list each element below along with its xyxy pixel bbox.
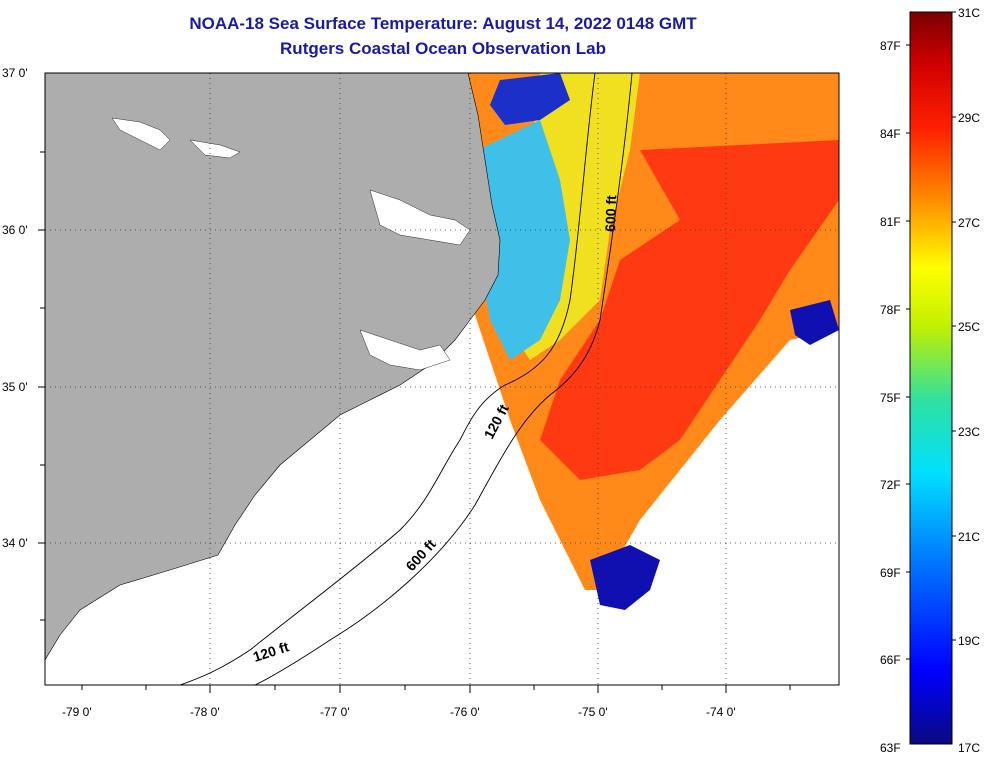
colorbar-c-27: 27C: [958, 216, 980, 230]
lat-label-34: 34 0': [2, 536, 28, 550]
colorbar-f-75: 75F: [880, 391, 901, 405]
colorbar-f-78: 78F: [880, 303, 901, 317]
colorbar-f-66: 66F: [880, 653, 901, 667]
lat-label-35: 35 0': [2, 380, 28, 394]
lon-label-77: -77 0': [320, 705, 350, 719]
graticule: [45, 73, 839, 685]
colorbar-f-84: 84F: [880, 127, 901, 141]
sst-cool-band: [478, 120, 570, 360]
colorbar-c-19: 19C: [958, 634, 980, 648]
inland-water: [111, 117, 471, 371]
lon-label-78: -78 0': [190, 705, 220, 719]
colorbar-c-29: 29C: [958, 111, 980, 125]
lat-label-37: 37 0': [2, 66, 28, 80]
colorbar-c-17: 17C: [958, 741, 980, 755]
lon-label-79: -79 0': [62, 705, 92, 719]
lon-label-75: -75 0': [578, 705, 608, 719]
map-title: NOAA-18 Sea Surface Temperature: August …: [189, 14, 697, 33]
colorbar-f-87: 87F: [880, 39, 901, 53]
colorbar-c-23: 23C: [958, 425, 980, 439]
axis-ticks: [38, 151, 791, 693]
contour-600ft-offshore: [254, 73, 633, 685]
colorbar-ticks: [906, 11, 956, 660]
contour-120ft: [179, 73, 596, 685]
colorbar-c-31: 31C: [958, 6, 980, 20]
map-frame: [44, 72, 840, 686]
lat-label-36: 36 0': [2, 223, 28, 237]
colorbar-c-21: 21C: [958, 530, 980, 544]
colorbar-f-63: 63F: [880, 741, 901, 755]
map-subtitle: Rutgers Coastal Ocean Observation Lab: [280, 39, 606, 58]
colorbar-c-25: 25C: [958, 320, 980, 334]
sst-cold-patch-east: [790, 300, 839, 345]
colorbar-f-81: 81F: [880, 215, 901, 229]
sst-cold-patch-north: [490, 73, 570, 125]
lon-label-76: -76 0': [450, 705, 480, 719]
colorbar-f-69: 69F: [880, 566, 901, 580]
sst-warm-core: [540, 140, 839, 480]
colorbar-f-72: 72F: [880, 478, 901, 492]
lon-label-74: -74 0': [706, 705, 736, 719]
contour-label-600-north: 600 ft: [602, 195, 619, 232]
sst-cold-patch: [590, 545, 660, 610]
colorbar: [909, 11, 953, 745]
